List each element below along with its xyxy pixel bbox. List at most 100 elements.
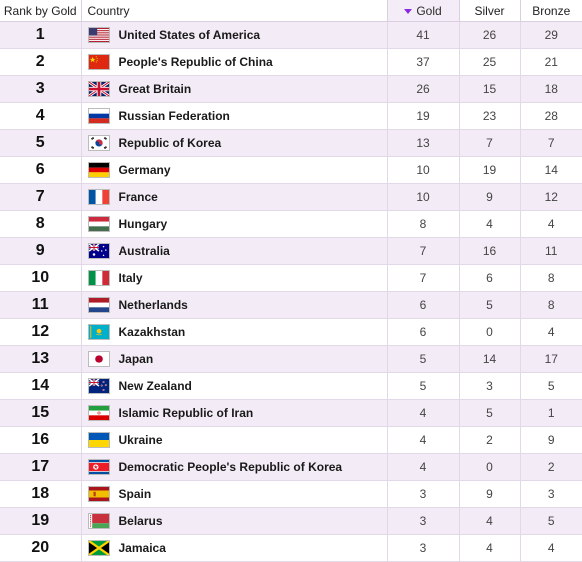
silver-cell: 4: [459, 508, 520, 535]
gold-cell: 6: [387, 319, 459, 346]
country-cell: Belarus: [81, 508, 387, 535]
country-cell: Netherlands: [81, 292, 387, 319]
country-name[interactable]: New Zealand: [119, 379, 192, 393]
silver-cell: 0: [459, 454, 520, 481]
country-name[interactable]: Hungary: [119, 217, 168, 231]
gold-cell: 10: [387, 157, 459, 184]
country-cell: France: [81, 184, 387, 211]
bronze-cell: 2: [520, 454, 582, 481]
rank-header[interactable]: Rank by Gold: [0, 0, 81, 22]
country-name[interactable]: Belarus: [119, 514, 163, 528]
table-row[interactable]: 15 Islamic Republic of Iran 4 5 1: [0, 400, 582, 427]
table-row[interactable]: 4 Russian Federation 19 23 28: [0, 103, 582, 130]
table-row[interactable]: 2 People's Republic of China 37 25 21: [0, 49, 582, 76]
table-row[interactable]: 8 Hungary 8 4 4: [0, 211, 582, 238]
country-name[interactable]: United States of America: [119, 28, 261, 42]
table-row[interactable]: 11 Netherlands 6 5 8: [0, 292, 582, 319]
gold-cell: 7: [387, 265, 459, 292]
rank-cell: 19: [0, 508, 81, 535]
table-row[interactable]: 12 Kazakhstan 6 0 4: [0, 319, 582, 346]
country-cell: Australia: [81, 238, 387, 265]
rank-cell: 18: [0, 481, 81, 508]
silver-cell: 7: [459, 130, 520, 157]
rank-cell: 6: [0, 157, 81, 184]
table-row[interactable]: 5 Republic of Korea 13 7 7: [0, 130, 582, 157]
country-name[interactable]: Australia: [119, 244, 170, 258]
rank-cell: 8: [0, 211, 81, 238]
bronze-cell: 21: [520, 49, 582, 76]
rank-cell: 15: [0, 400, 81, 427]
silver-cell: 4: [459, 535, 520, 562]
country-name[interactable]: Great Britain: [119, 82, 192, 96]
rank-cell: 17: [0, 454, 81, 481]
gold-cell: 4: [387, 454, 459, 481]
gold-header[interactable]: Gold: [387, 0, 459, 22]
silver-header[interactable]: Silver: [459, 0, 520, 22]
rank-cell: 9: [0, 238, 81, 265]
country-name[interactable]: France: [119, 190, 158, 204]
table-row[interactable]: 20 Jamaica 3 4 4: [0, 535, 582, 562]
country-name[interactable]: Russian Federation: [119, 109, 230, 123]
gold-header-label: Gold: [416, 4, 441, 18]
germany-flag-icon: [88, 162, 110, 178]
table-row[interactable]: 9 Australia 7 16 11: [0, 238, 582, 265]
bronze-cell: 17: [520, 346, 582, 373]
country-name[interactable]: Kazakhstan: [119, 325, 186, 339]
rank-cell: 10: [0, 265, 81, 292]
rank-cell: 20: [0, 535, 81, 562]
silver-cell: 6: [459, 265, 520, 292]
sort-descending-icon: [404, 9, 412, 14]
country-name[interactable]: Netherlands: [119, 298, 188, 312]
table-row[interactable]: 16 Ukraine 4 2 9: [0, 427, 582, 454]
table-row[interactable]: 3 Great Britain 26 15 18: [0, 76, 582, 103]
table-row[interactable]: 17 Democratic People's Republic of Korea 4…: [0, 454, 582, 481]
gold-cell: 3: [387, 508, 459, 535]
gold-cell: 3: [387, 535, 459, 562]
country-name[interactable]: Germany: [119, 163, 171, 177]
country-cell: Hungary: [81, 211, 387, 238]
country-name[interactable]: Italy: [119, 271, 143, 285]
bronze-header[interactable]: Bronze: [520, 0, 582, 22]
bronze-cell: 7: [520, 130, 582, 157]
silver-cell: 26: [459, 22, 520, 49]
ukraine-flag-icon: [88, 432, 110, 448]
country-name[interactable]: Ukraine: [119, 433, 163, 447]
country-cell: Russian Federation: [81, 103, 387, 130]
newzealand-flag-icon: [88, 378, 110, 394]
table-row[interactable]: 13 Japan 5 14 17: [0, 346, 582, 373]
silver-cell: 0: [459, 319, 520, 346]
table-row[interactable]: 14 New Zealand 5 3 5: [0, 373, 582, 400]
table-row[interactable]: 7 France 10 9 12: [0, 184, 582, 211]
country-name[interactable]: People's Republic of China: [119, 55, 273, 69]
country-name[interactable]: Japan: [119, 352, 154, 366]
gold-cell: 6: [387, 292, 459, 319]
header-row: Rank by Gold Country Gold Silver Bronze: [0, 0, 582, 22]
bronze-cell: 29: [520, 22, 582, 49]
country-name[interactable]: Spain: [119, 487, 152, 501]
bronze-cell: 5: [520, 373, 582, 400]
table-row[interactable]: 10 Italy 7 6 8: [0, 265, 582, 292]
russia-flag-icon: [88, 108, 110, 124]
country-header[interactable]: Country: [81, 0, 387, 22]
bronze-cell: 5: [520, 508, 582, 535]
gold-cell: 41: [387, 22, 459, 49]
country-name[interactable]: Democratic People's Republic of Korea: [119, 460, 343, 474]
gold-cell: 4: [387, 400, 459, 427]
table-row[interactable]: 18 Spain 3 9 3: [0, 481, 582, 508]
rank-cell: 2: [0, 49, 81, 76]
table-row[interactable]: 19 Belarus 3 4 5: [0, 508, 582, 535]
country-cell: Japan: [81, 346, 387, 373]
country-name[interactable]: Islamic Republic of Iran: [119, 406, 254, 420]
northkorea-flag-icon: [88, 459, 110, 475]
bronze-cell: 3: [520, 481, 582, 508]
gold-cell: 26: [387, 76, 459, 103]
hungary-flag-icon: [88, 216, 110, 232]
country-name[interactable]: Republic of Korea: [119, 136, 222, 150]
table-row[interactable]: 1 United States of America 41 26 29: [0, 22, 582, 49]
rank-cell: 5: [0, 130, 81, 157]
country-name[interactable]: Jamaica: [119, 541, 166, 555]
table-row[interactable]: 6 Germany 10 19 14: [0, 157, 582, 184]
country-cell: Jamaica: [81, 535, 387, 562]
country-cell: Spain: [81, 481, 387, 508]
